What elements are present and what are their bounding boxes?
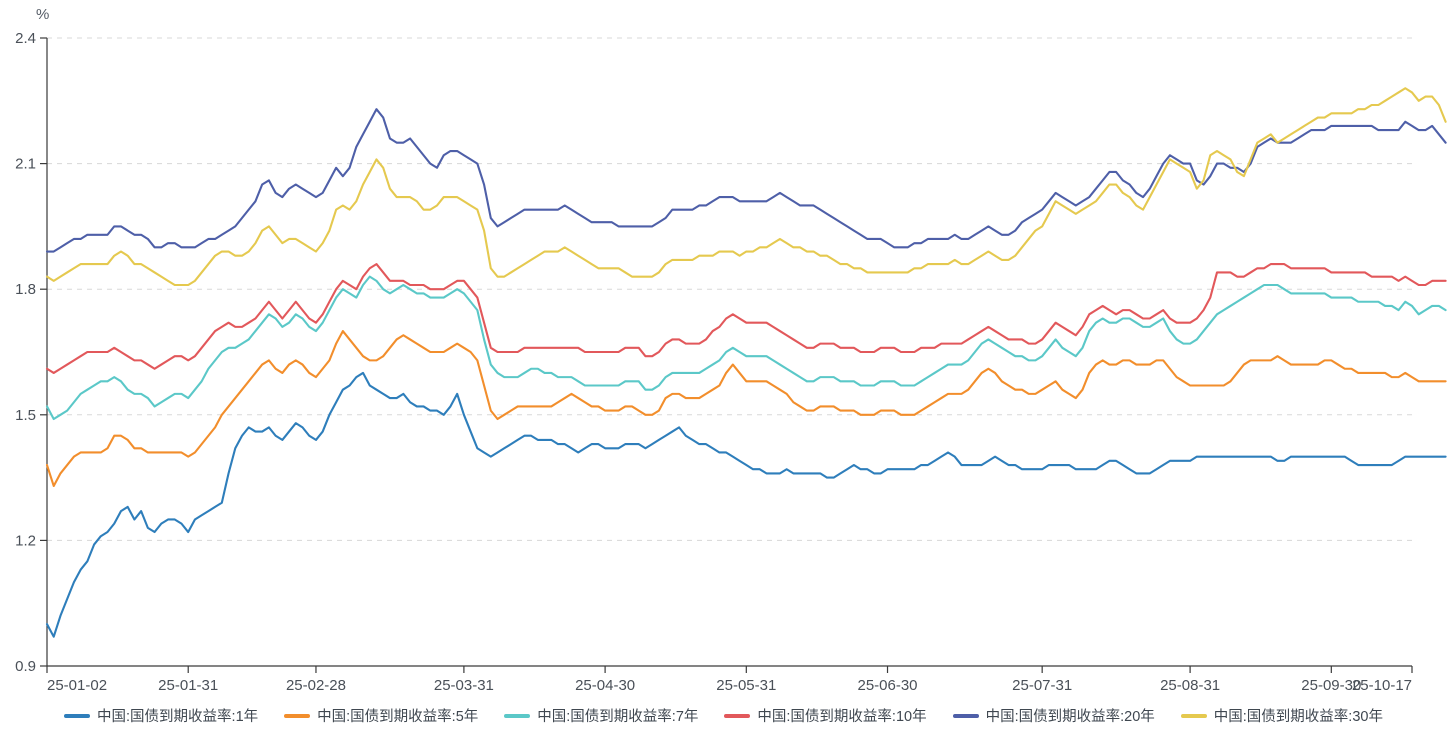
x-axis-tick-label: 25-07-31 [1012, 677, 1072, 694]
chart-plot-area: 0.9 1.2 1.5 1.8 2.1 2.4 25-01-02 25-01-31 25-02… [15, 30, 1447, 694]
x-axis-tick-label: 25-02-28 [286, 677, 346, 694]
legend-item-label: 中国:国债到期收益率:30年 [1213, 709, 1383, 725]
legend-item-label: 中国:国债到期收益率:10年 [757, 709, 927, 725]
y-axis-tick-label: 0.9 [15, 658, 36, 675]
legend-item[interactable]: 中国:国债到期收益率:1年 [64, 705, 258, 726]
legend-item[interactable]: 中国:国债到期收益率:10年 [724, 705, 927, 726]
series-lines-group [45, 87, 1447, 638]
series-line [45, 275, 1447, 421]
series-line [45, 108, 1447, 253]
legend-item-label: 中国:国债到期收益率:5年 [317, 709, 479, 725]
legend-color-swatch [952, 713, 979, 718]
legend-color-swatch [284, 713, 311, 718]
series-line [45, 371, 1447, 638]
x-axis-tick-label: 25-10-17 [1352, 677, 1412, 694]
y-axis-tick-label: 1.8 [15, 281, 36, 298]
series-line [45, 263, 1447, 374]
series-line [45, 87, 1447, 287]
y-axis-tick-label: 1.5 [15, 407, 36, 424]
y-axis-unit-label: % [36, 6, 50, 23]
y-axis-tick-label: 1.2 [15, 532, 36, 549]
x-axis-tick-label: 25-01-02 [47, 677, 107, 694]
gridlines-group [47, 37, 1412, 541]
legend-item-label: 中国:国债到期收益率:7年 [537, 709, 699, 725]
series-line [45, 330, 1447, 488]
legend-item[interactable]: 中国:国债到期收益率:5年 [284, 705, 478, 726]
legend-item[interactable]: 中国:国债到期收益率:30年 [1180, 705, 1383, 726]
x-axis-tick-label: 25-09-30 [1301, 677, 1361, 694]
x-axis-tick-label: 25-04-30 [575, 677, 635, 694]
x-axis-tick-label: 25-03-31 [434, 677, 494, 694]
x-axis-tick-label: 25-05-31 [716, 677, 776, 694]
y-axis-tick-label: 2.1 [15, 156, 36, 173]
legend-color-swatch [504, 713, 531, 718]
legend-item[interactable]: 中国:国债到期收益率:20年 [952, 705, 1155, 726]
legend-color-swatch [724, 713, 751, 718]
x-axis-tick-label: 25-06-30 [857, 677, 917, 694]
y-axis-tick-label: 2.4 [15, 30, 36, 47]
legend-item[interactable]: 中国:国债到期收益率:7年 [504, 705, 698, 726]
legend-item-label: 中国:国债到期收益率:1年 [97, 709, 259, 725]
x-axis-tick-label: 25-08-31 [1160, 677, 1220, 694]
x-axis-tick-label: 25-01-31 [158, 677, 218, 694]
x-axis-ticks-group: 25-01-02 25-01-31 25-02-28 25-03-31 25-04-30… [46, 666, 1413, 694]
legend-color-swatch [64, 713, 91, 718]
legend-item-label: 中国:国债到期收益率:20年 [985, 709, 1155, 725]
legend-color-swatch [1180, 713, 1207, 718]
chart-legend: 中国:国债到期收益率:1年 中国:国债到期收益率:5年 中国:国债到期收益率:7年 中… [0, 705, 1447, 726]
y-axis-ticks-group: 0.9 1.2 1.5 1.8 2.1 2.4 [15, 30, 47, 675]
